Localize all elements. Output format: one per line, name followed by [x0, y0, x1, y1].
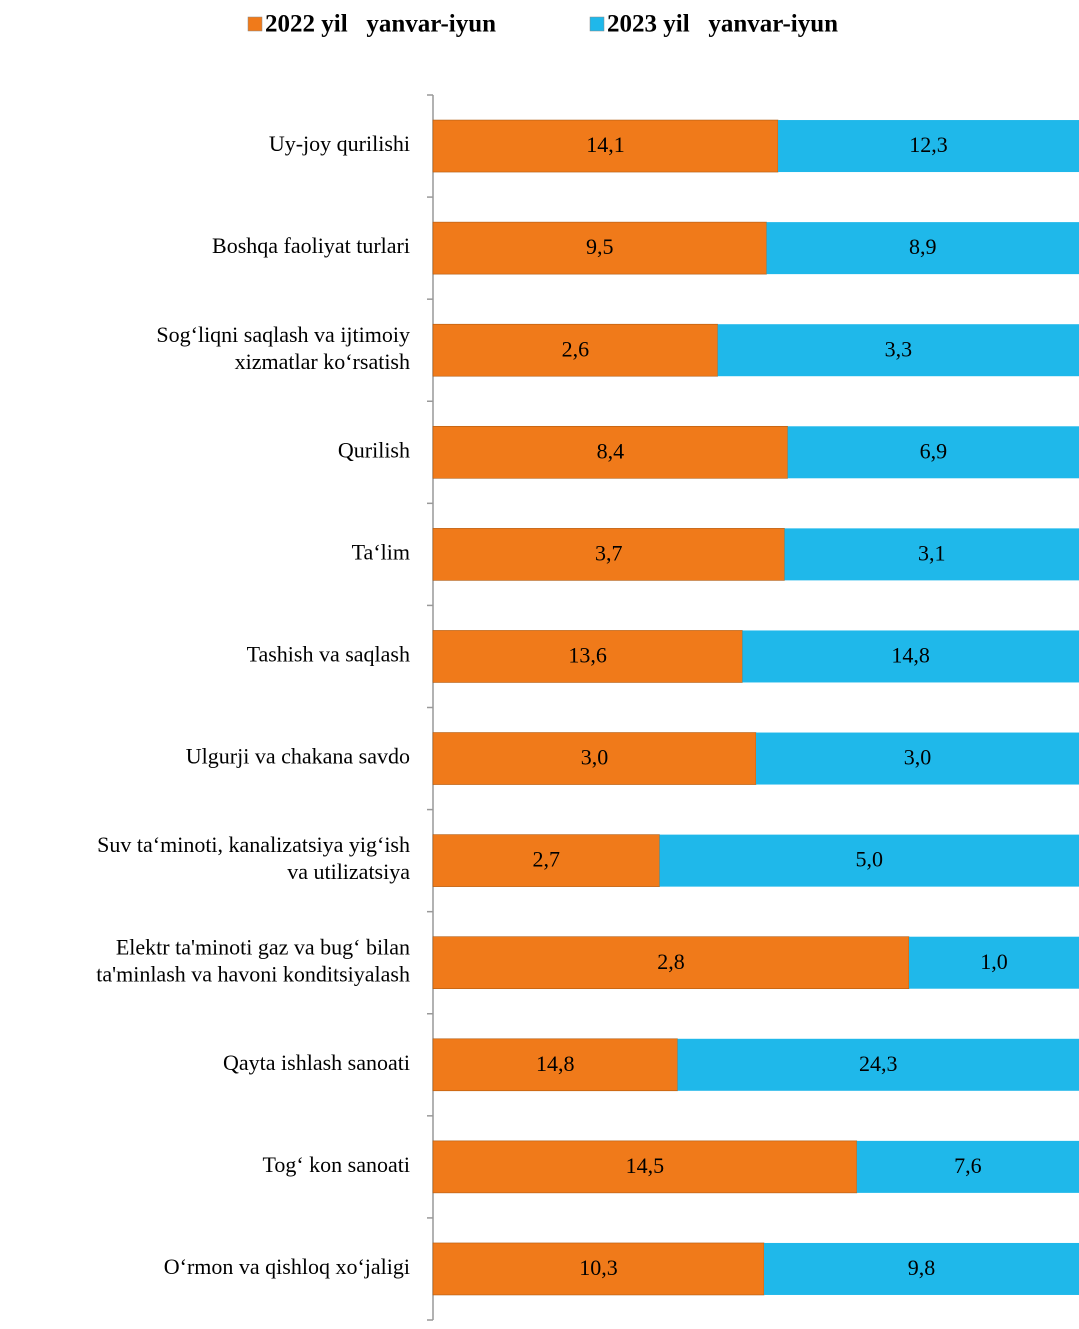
category-label: Qurilish [338, 437, 410, 462]
bar-segment [432, 834, 660, 887]
category-label: xizmatlar ko‘rsatish [235, 349, 410, 374]
data-label: 1,0 [980, 949, 1008, 974]
data-label: 14,1 [586, 132, 625, 157]
data-label: 3,0 [904, 745, 932, 770]
bar-segment [432, 1242, 765, 1296]
data-label: 9,8 [908, 1255, 936, 1280]
category-label: Sog‘liqni saqlash va ijtimoiy [156, 322, 410, 347]
legend-swatch [247, 16, 263, 32]
category-label: Tashish va saqlash [247, 642, 410, 667]
bar-segment [432, 323, 718, 377]
category-label: Qayta ishlash sanoati [223, 1050, 410, 1075]
category-label: Tog‘ kon sanoati [262, 1152, 410, 1177]
category-label: Suv ta‘minoti, kanalizatsiya yig‘ish [97, 832, 410, 857]
category-label: va utilizatsiya [287, 859, 410, 884]
data-label: 14,8 [536, 1051, 575, 1076]
data-label: 6,9 [920, 438, 948, 463]
data-label: 3,0 [581, 745, 609, 770]
category-label: Uy-joy qurilishi [269, 131, 410, 156]
bar-segment [766, 222, 1079, 275]
data-label: 2,7 [533, 847, 561, 872]
data-label: 13,6 [568, 643, 607, 668]
bar-segment [717, 324, 1079, 377]
legend-swatch [589, 16, 605, 32]
bar-segment [778, 120, 1079, 173]
bar-segment [432, 1140, 858, 1194]
data-label: 9,5 [586, 234, 614, 259]
bar-segment [432, 630, 743, 683]
data-label: 5,0 [856, 847, 884, 872]
data-label: 24,3 [859, 1051, 898, 1076]
data-label: 2,6 [562, 336, 590, 361]
bar-segment [659, 834, 1079, 887]
bar-segment [742, 630, 1079, 683]
bar-segment [432, 425, 788, 479]
bar-segment [432, 221, 767, 275]
category-label: Elektr ta'minoti gaz va bug‘ bilan [116, 934, 410, 959]
data-label: 3,7 [595, 540, 623, 565]
data-label: 7,6 [954, 1153, 982, 1178]
bar-segment [432, 936, 910, 990]
bar-segment [787, 426, 1079, 479]
bar-segment [909, 936, 1079, 989]
bar-segment [784, 528, 1079, 581]
category-label: Ulgurji va chakana savdo [186, 744, 410, 769]
bar-segment [432, 732, 757, 785]
data-label: 14,8 [891, 643, 930, 668]
bar-segment [764, 1242, 1079, 1295]
data-label: 8,4 [597, 438, 625, 463]
bar-segment [856, 1140, 1079, 1193]
data-label: 10,3 [579, 1255, 618, 1280]
category-label: Ta‘lim [352, 539, 410, 564]
legend-label: 2022 yil yanvar-iyun [265, 11, 496, 38]
category-label: O‘rmon va qishloq xo‘jaligi [164, 1254, 410, 1279]
data-label: 14,5 [626, 1153, 665, 1178]
bar-segment [677, 1038, 1079, 1091]
data-label: 3,1 [918, 540, 946, 565]
category-label: ta'minlash va havoni konditsiyalash [96, 961, 410, 986]
legend-label: 2023 yil yanvar-iyun [607, 11, 838, 38]
data-label: 2,8 [657, 949, 685, 974]
data-label: 12,3 [909, 132, 948, 157]
data-label: 3,3 [885, 336, 913, 361]
category-label: Boshqa faoliyat turlari [212, 233, 410, 258]
bar-segment [756, 732, 1079, 785]
data-label: 8,9 [909, 234, 937, 259]
